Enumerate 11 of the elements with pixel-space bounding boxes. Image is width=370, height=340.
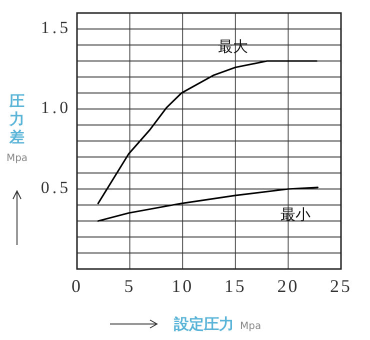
x-axis-title: 設定圧力 Mpa (173, 315, 262, 333)
x-tick-label: 25 (330, 276, 352, 296)
y-axis-title: 圧力差 Mpa (6, 92, 28, 164)
x-tick-label: 0 (72, 276, 82, 296)
y-tick-label: 0.5 (40, 178, 72, 197)
x-tick-label: 20 (277, 276, 300, 296)
y-tick-label: 1.5 (40, 18, 72, 37)
x-tick-label: 5 (124, 276, 136, 296)
y-tick-label: 1.0 (40, 98, 72, 117)
x-tick-label: 10 (172, 276, 194, 296)
x-tick-label: 15 (224, 276, 246, 296)
